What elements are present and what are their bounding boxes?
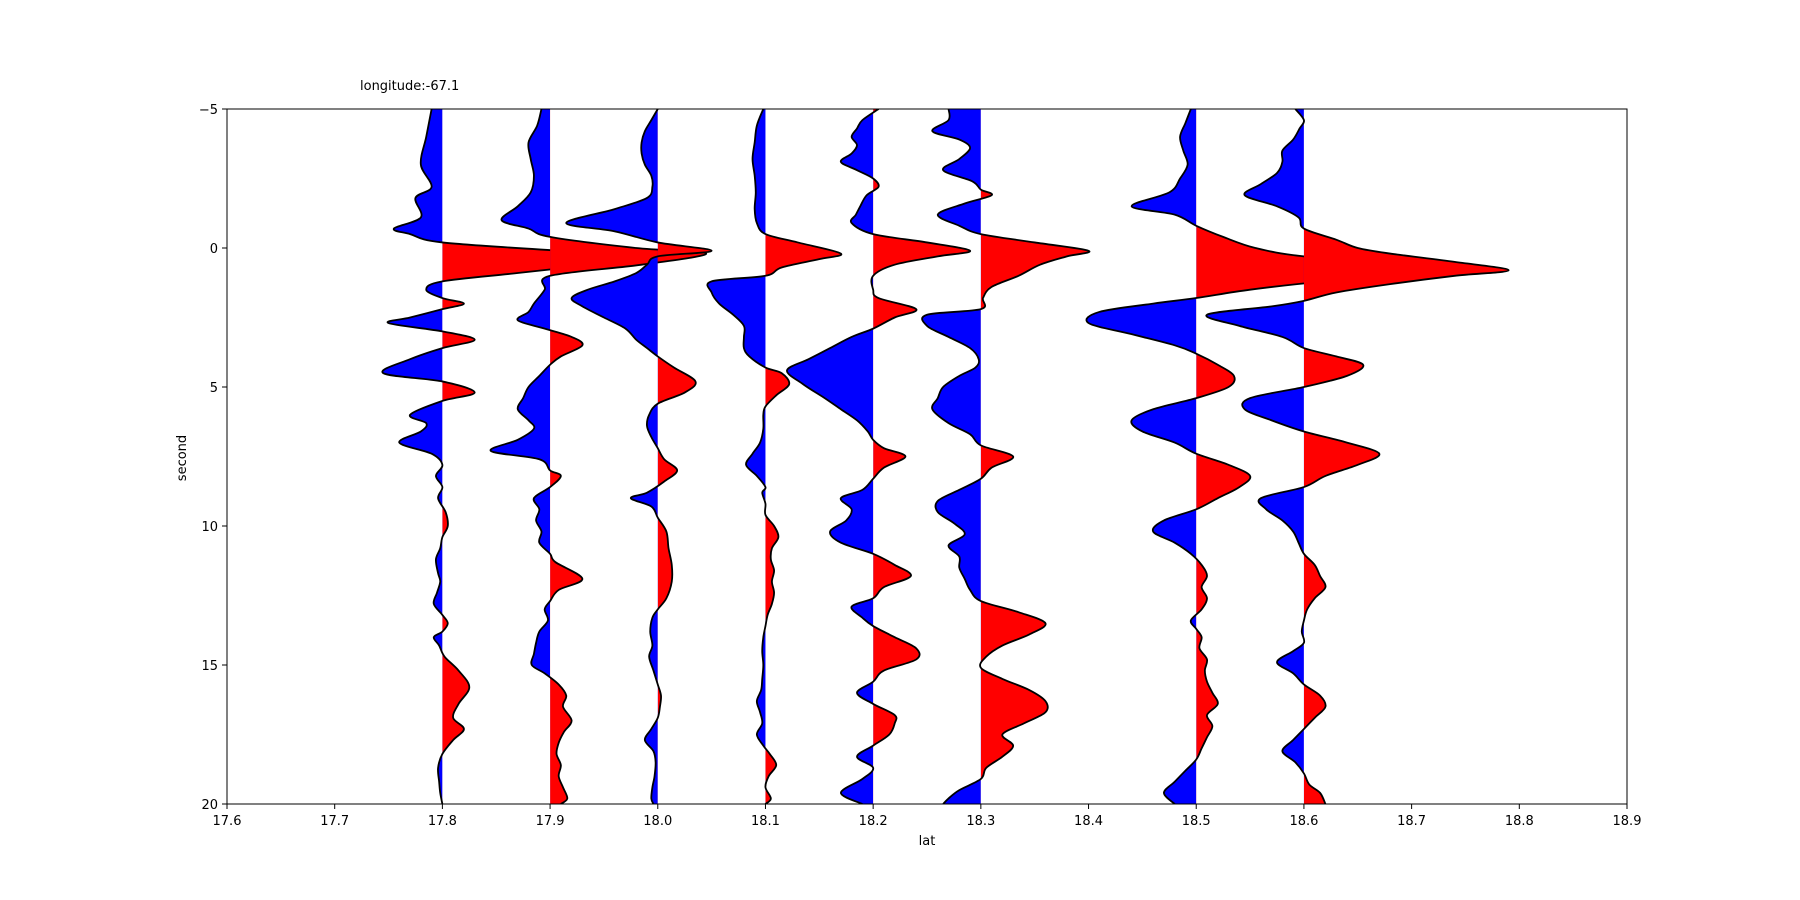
- y-tick-label: −5: [199, 103, 218, 118]
- trace-positive-fill: [657, 109, 712, 804]
- traces-group: [381, 109, 1510, 804]
- trace-negative-fill: [566, 109, 658, 804]
- y-tick-label: 10: [201, 520, 218, 535]
- x-tick-label: 18.0: [643, 814, 672, 829]
- trace-negative-fill: [1086, 109, 1197, 804]
- trace-18.2: [786, 109, 971, 804]
- trace-negative-fill: [922, 109, 981, 804]
- plot-frame: [226, 108, 1628, 805]
- x-tick-label: 18.5: [1182, 814, 1211, 829]
- x-tick-label: 18.3: [966, 814, 995, 829]
- x-tick-label: 18.9: [1613, 814, 1642, 829]
- trace-negative-fill: [382, 109, 443, 804]
- trace-outline: [706, 109, 843, 804]
- trace-outline: [1085, 109, 1510, 804]
- trace-outline: [1205, 109, 1510, 804]
- x-tick-label: 18.1: [751, 814, 780, 829]
- y-tick-label: 5: [210, 381, 218, 396]
- chart-title: longitude:-67.1: [360, 79, 459, 94]
- trace-18.3: [921, 109, 1091, 804]
- x-tick-label: 18.4: [1074, 814, 1103, 829]
- x-tick-label: 18.8: [1505, 814, 1534, 829]
- trace-positive-fill: [1196, 225, 1509, 760]
- x-tick-label: 17.6: [213, 814, 242, 829]
- x-tick-label: 18.7: [1397, 814, 1426, 829]
- trace-positive-fill: [980, 109, 1090, 804]
- y-axis: −5 0 5 10 15 20: [199, 103, 227, 813]
- trace-outline: [786, 109, 971, 804]
- y-tick-label: 0: [210, 242, 218, 257]
- trace-18.0: [565, 109, 713, 804]
- x-axis: 17.6 17.7 17.8 17.9 18.0 18.1 18.2 18.3 18.4 18.5…: [213, 804, 1642, 829]
- trace-18.5: [1085, 109, 1510, 804]
- x-tick-label: 17.8: [428, 814, 457, 829]
- trace-outline: [921, 109, 1091, 804]
- trace-negative-fill: [490, 109, 551, 678]
- y-tick-label: 20: [201, 798, 218, 813]
- trace-positive-fill: [765, 234, 842, 804]
- x-axis-label: lat: [919, 834, 936, 849]
- x-tick-label: 18.6: [1289, 814, 1318, 829]
- trace-outline: [565, 109, 713, 804]
- y-axis-label: second: [175, 435, 190, 481]
- x-tick-label: 18.2: [859, 814, 888, 829]
- trace-negative-fill: [707, 109, 766, 804]
- x-tick-label: 17.7: [320, 814, 349, 829]
- x-tick-label: 17.9: [536, 814, 565, 829]
- trace-negative-fill: [1206, 109, 1304, 804]
- y-tick-label: 15: [201, 659, 218, 674]
- trace-positive-fill: [1303, 120, 1509, 804]
- trace-18.6: [1205, 109, 1510, 804]
- trace-18.1: [706, 109, 843, 804]
